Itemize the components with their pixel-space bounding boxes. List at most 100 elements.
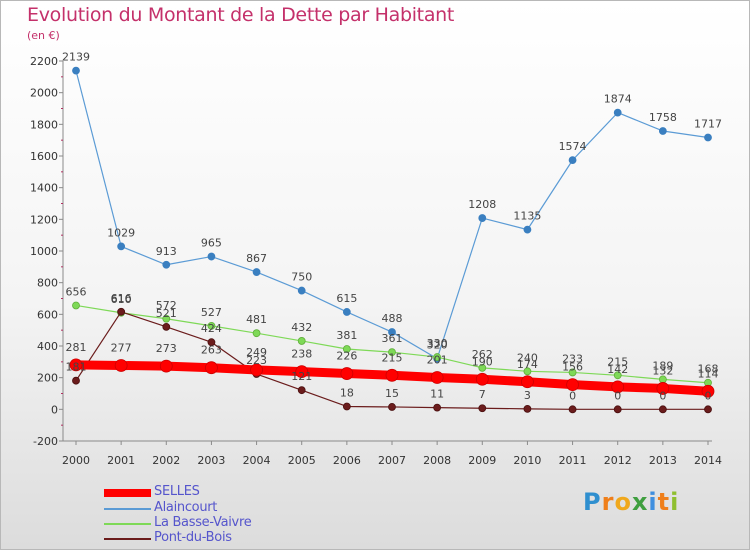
chart-title: Evolution du Montant de la Dette par Hab… xyxy=(27,4,455,26)
data-label-selles: 174 xyxy=(517,358,538,371)
data-label-pont-du-bois: 0 xyxy=(614,389,621,402)
data-point-alaincourt xyxy=(704,133,712,142)
x-tick-label: 2007 xyxy=(378,454,406,467)
data-point-selles xyxy=(205,361,218,375)
data-point-alaincourt xyxy=(568,156,577,165)
data-label-alaincourt: 750 xyxy=(291,271,312,284)
data-label-pont-du-bois: 7 xyxy=(479,388,486,401)
y-tick-label: 400 xyxy=(37,340,58,353)
axes: -200020040060080010001200140016001800200… xyxy=(30,55,722,467)
x-tick-label: 2008 xyxy=(423,454,451,467)
data-label-pont-du-bois: 18 xyxy=(340,386,354,399)
data-label-selles: 249 xyxy=(246,346,267,359)
data-label-alaincourt: 1208 xyxy=(468,198,496,211)
data-label-alaincourt: 2139 xyxy=(62,51,90,64)
y-tick-label: 1400 xyxy=(30,182,58,195)
data-label-alaincourt: 1717 xyxy=(694,117,722,130)
data-point-la-basse-vaivre xyxy=(162,314,171,323)
x-tick-label: 2005 xyxy=(288,454,316,467)
data-point-alaincourt xyxy=(72,66,80,75)
data-label-pont-du-bois: 15 xyxy=(385,387,399,400)
data-point-selles xyxy=(566,378,579,392)
series-layer xyxy=(69,66,715,414)
data-label-selles: 190 xyxy=(472,355,493,368)
data-label-alaincourt: 488 xyxy=(382,312,403,325)
y-tick-label: -200 xyxy=(33,435,58,448)
data-point-pont-du-bois xyxy=(704,405,712,414)
legend-label-selles: SELLES xyxy=(154,484,200,499)
data-label-selles: 142 xyxy=(607,363,628,376)
data-point-pont-du-bois xyxy=(72,376,80,385)
data-label-selles: 156 xyxy=(562,361,583,374)
data-point-selles xyxy=(701,384,715,398)
logo-letter: o xyxy=(614,488,632,516)
data-point-pont-du-bois xyxy=(613,405,622,414)
data-label-pont-du-bois: 3 xyxy=(524,389,531,402)
series-pont-du-bois xyxy=(72,307,712,414)
y-tick-label: 2000 xyxy=(30,87,58,100)
data-point-pont-du-bois xyxy=(342,402,351,411)
data-label-la-basse-vaivre: 330 xyxy=(427,337,448,350)
x-tick-label: 2014 xyxy=(694,454,722,467)
data-label-la-basse-vaivre: 262 xyxy=(472,348,493,361)
data-labels: 181 616 521 424 223 121 18 15 11 7 3 0 0 0 0 656 610 572 5… xyxy=(62,51,722,403)
x-tick-label: 2010 xyxy=(513,454,541,467)
series-selles xyxy=(69,358,715,398)
y-tick-label: 2200 xyxy=(30,55,58,68)
data-point-pont-du-bois xyxy=(568,405,577,414)
data-point-alaincourt xyxy=(207,252,216,261)
x-tick-label: 2000 xyxy=(62,454,90,467)
data-label-la-basse-vaivre: 656 xyxy=(66,285,87,298)
data-label-selles: 281 xyxy=(66,341,87,354)
data-label-pont-du-bois: 0 xyxy=(705,389,712,402)
data-label-alaincourt: 965 xyxy=(201,237,222,250)
y-tick-label: 800 xyxy=(37,277,58,290)
data-point-alaincourt xyxy=(162,260,171,269)
data-label-pont-du-bois: 521 xyxy=(156,307,177,320)
y-tick-label: 1200 xyxy=(30,213,58,226)
data-point-la-basse-vaivre xyxy=(523,367,532,376)
data-point-selles xyxy=(114,359,128,372)
data-point-alaincourt xyxy=(117,242,126,251)
data-label-pont-du-bois: 424 xyxy=(201,322,222,335)
data-label-alaincourt: 615 xyxy=(336,292,357,305)
y-tick-label: 600 xyxy=(37,308,58,321)
data-point-la-basse-vaivre xyxy=(252,329,261,338)
data-label-selles: 132 xyxy=(652,364,673,377)
data-label-pont-du-bois: 181 xyxy=(66,361,87,374)
x-tick-label: 2006 xyxy=(333,454,361,467)
data-label-selles: 277 xyxy=(111,341,132,354)
data-point-selles xyxy=(611,380,625,394)
data-label-pont-du-bois: 223 xyxy=(246,354,267,367)
series-alaincourt xyxy=(72,66,712,363)
data-point-la-basse-vaivre xyxy=(478,363,487,372)
data-label-la-basse-vaivre: 481 xyxy=(246,313,267,326)
unit-label: (en €) xyxy=(27,29,60,42)
logo-letter: t xyxy=(657,488,671,516)
data-label-selles: 114 xyxy=(698,367,719,380)
data-point-pont-du-bois xyxy=(117,307,126,316)
data-point-la-basse-vaivre xyxy=(613,371,622,380)
data-point-la-basse-vaivre xyxy=(72,301,80,310)
data-label-pont-du-bois: 0 xyxy=(569,389,576,402)
data-label-alaincourt: 1574 xyxy=(559,140,587,153)
x-tick-label: 2011 xyxy=(559,454,587,467)
data-point-selles xyxy=(385,368,399,382)
x-tick-label: 2003 xyxy=(197,454,225,467)
data-label-selles: 226 xyxy=(336,350,357,363)
data-point-selles xyxy=(475,372,489,386)
y-tick-label: 200 xyxy=(37,372,58,385)
data-point-selles xyxy=(430,371,444,384)
data-point-alaincourt xyxy=(658,127,667,135)
x-tick-label: 2002 xyxy=(152,454,180,467)
data-point-la-basse-vaivre xyxy=(568,368,577,377)
data-label-pont-du-bois: 11 xyxy=(430,388,444,401)
logo-letter: P xyxy=(583,488,602,516)
data-label-alaincourt: 1758 xyxy=(649,111,677,124)
data-point-alaincourt xyxy=(478,214,487,222)
data-label-la-basse-vaivre: 432 xyxy=(291,321,312,334)
x-tick-label: 2013 xyxy=(649,454,677,467)
legend-swatch-pont-du-bois xyxy=(104,538,151,540)
logo-letter: r xyxy=(601,488,615,516)
data-label-selles: 238 xyxy=(291,348,312,361)
